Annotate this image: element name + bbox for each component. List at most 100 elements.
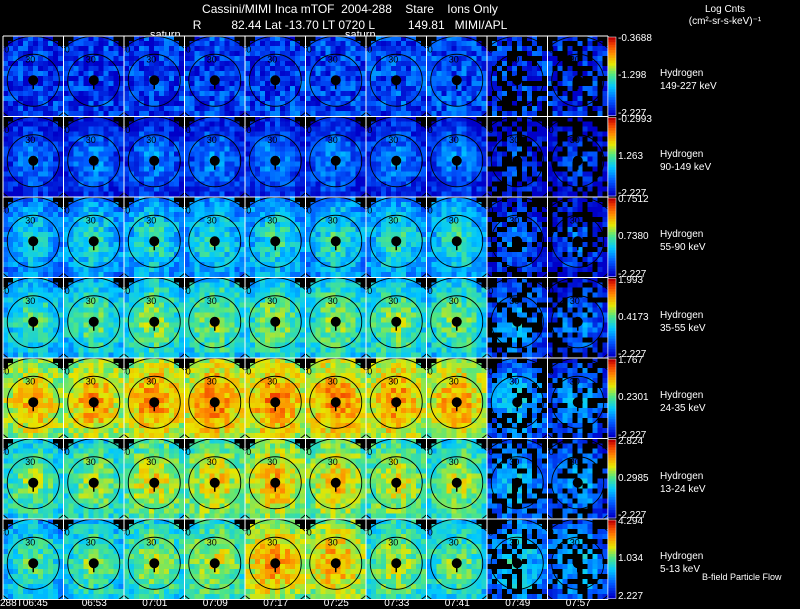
pixel: [113, 242, 119, 247]
pixel: [169, 257, 174, 262]
pixel: [8, 207, 13, 212]
pixel: [154, 86, 159, 91]
pixel: [330, 136, 336, 142]
pixel: [8, 227, 13, 232]
pixel: [53, 41, 58, 46]
pixel: [552, 106, 558, 111]
pixel: [134, 262, 139, 267]
pixel: [340, 181, 346, 187]
pixel: [577, 116, 583, 122]
pixel: [270, 126, 275, 132]
pixel: [73, 161, 79, 167]
pixel: [597, 186, 603, 192]
pixel: [421, 166, 426, 172]
pixel: [416, 131, 421, 137]
pixel: [421, 76, 426, 81]
pixel: [582, 86, 588, 91]
pixel: [451, 176, 457, 182]
pixel: [159, 227, 164, 232]
pixel: [290, 252, 295, 257]
pixel: [376, 126, 381, 132]
pixel: [290, 71, 295, 76]
pixel: [325, 121, 331, 127]
pixel: [68, 136, 74, 142]
pixel: [547, 131, 553, 137]
pixel: [476, 146, 482, 152]
pixel: [295, 61, 300, 66]
pixel: [502, 151, 507, 157]
pixel: [108, 161, 114, 167]
pixel: [461, 76, 467, 81]
pixel: [134, 41, 139, 46]
pixel: [58, 141, 63, 147]
pixel: [214, 121, 220, 127]
pixel: [597, 181, 603, 187]
pixel: [129, 126, 134, 132]
pixel: [13, 237, 18, 242]
pixel: [58, 171, 63, 177]
pixel: [461, 41, 467, 46]
pixel: [532, 76, 537, 81]
pixel: [83, 71, 89, 76]
pixel: [245, 106, 250, 111]
pixel: [58, 227, 63, 232]
pixel: [209, 222, 215, 227]
pixel: [602, 141, 608, 147]
pixel: [335, 106, 341, 111]
pixel: [542, 131, 547, 137]
pixel: [174, 247, 179, 252]
pixel: [461, 61, 467, 66]
pixel: [43, 217, 48, 222]
pixel: [63, 222, 69, 227]
pixel: [38, 197, 43, 202]
pixel: [532, 106, 537, 111]
pixel: [456, 41, 462, 46]
pixel: [179, 56, 184, 61]
pixel: [224, 222, 230, 227]
pixel: [441, 71, 447, 76]
pixel: [83, 161, 89, 167]
latitude-ring-30: [430, 134, 484, 188]
pixel: [250, 227, 255, 232]
pixel: [592, 61, 598, 66]
pixel: [466, 171, 472, 177]
pixel: [567, 161, 573, 167]
pixel: [290, 121, 295, 127]
pixel: [103, 66, 109, 71]
pixel: [537, 101, 542, 106]
pixel: [184, 131, 190, 137]
pixel: [38, 56, 43, 61]
pixel: [305, 86, 311, 91]
pixel: [255, 222, 260, 227]
pixel: [245, 267, 250, 272]
pixel: [239, 71, 245, 76]
pixel: [250, 191, 255, 197]
pixel: [517, 96, 522, 101]
pixel: [98, 126, 104, 132]
pixel: [270, 257, 275, 262]
pixel: [229, 232, 235, 237]
pixel: [194, 237, 200, 242]
pixel: [406, 46, 411, 51]
pixel: [28, 111, 33, 116]
pixel: [108, 81, 114, 86]
pixel: [229, 181, 235, 187]
pixel: [451, 51, 457, 56]
pixel: [23, 61, 28, 66]
pixel: [134, 91, 139, 96]
pixel: [310, 166, 316, 172]
pixel: [451, 56, 457, 61]
pixel: [371, 111, 376, 116]
pixel: [270, 51, 275, 56]
pixel: [572, 181, 578, 187]
pixel: [199, 166, 205, 172]
pixel: [386, 56, 391, 61]
pixel: [199, 61, 205, 66]
pixel: [335, 101, 341, 106]
pixel: [426, 131, 432, 137]
pixel: [381, 161, 386, 167]
pixel: [340, 151, 346, 157]
pixel: [199, 111, 205, 116]
pixel: [512, 141, 517, 147]
pixel: [219, 237, 225, 242]
